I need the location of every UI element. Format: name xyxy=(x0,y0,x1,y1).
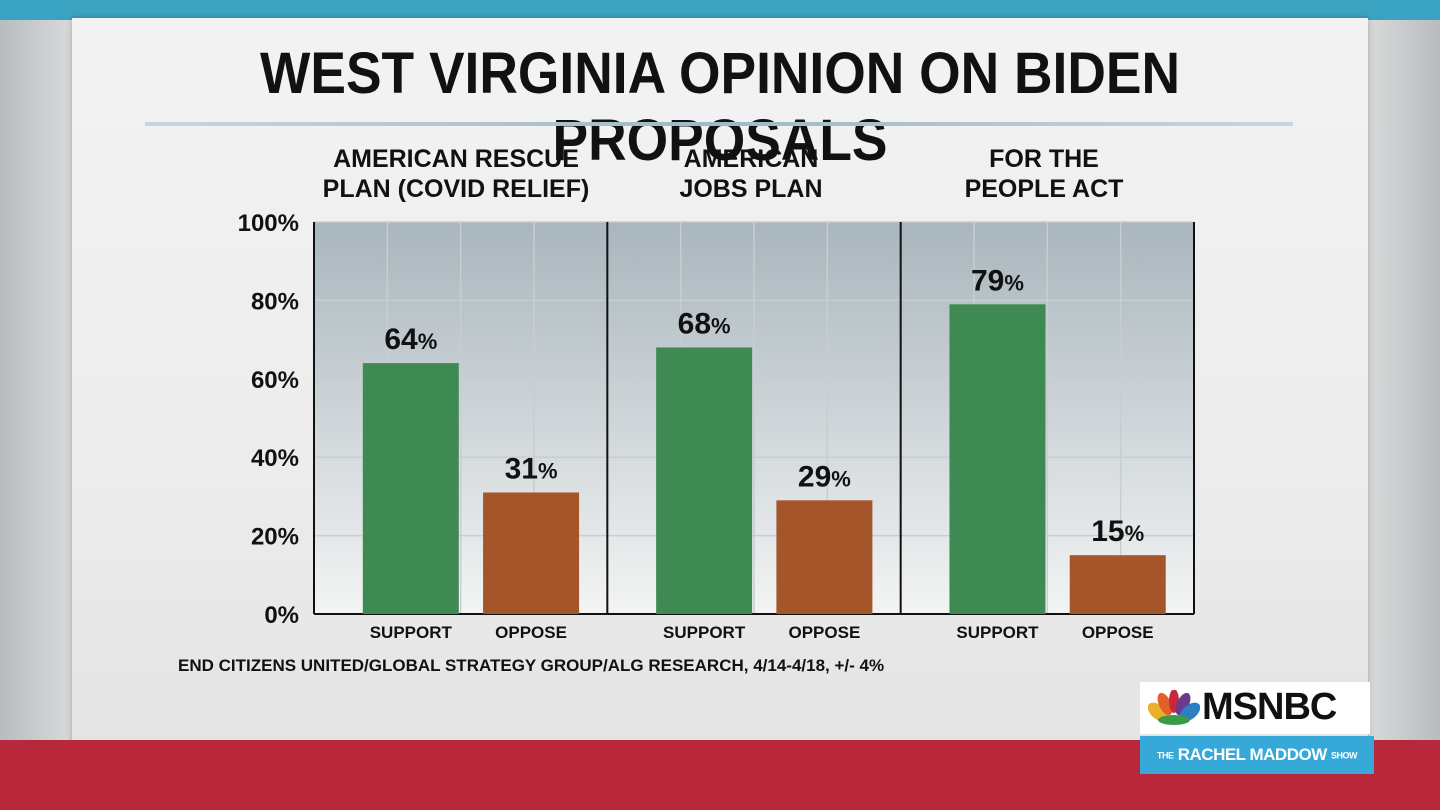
x-category-label: SUPPORT xyxy=(370,623,453,642)
oppose-bar xyxy=(1069,555,1166,614)
y-tick-label: 20% xyxy=(251,524,299,551)
chart-title: WEST VIRGINIA OPINION ON BIDEN PROPOSALS xyxy=(259,41,1181,173)
x-category-label: OPPOSE xyxy=(1082,623,1154,642)
x-category-label: SUPPORT xyxy=(663,623,746,642)
right-backdrop xyxy=(1368,20,1440,740)
show-suffix: SHOW xyxy=(1330,750,1358,761)
msnbc-wordmark: MSNBC xyxy=(1202,686,1337,728)
y-tick-label: 60% xyxy=(251,367,299,394)
oppose-bar xyxy=(776,500,873,614)
panel-title-2-line-2: JOBS PLAN xyxy=(679,175,823,203)
panel-title-3: FOR THE PEOPLE ACT xyxy=(896,144,1192,204)
y-tick-label: 100% xyxy=(238,210,299,237)
title-rule xyxy=(145,122,1293,126)
panel-title-3-line-2: PEOPLE ACT xyxy=(964,175,1124,203)
show-banner: THE RACHEL MADDOW SHOW xyxy=(1140,736,1374,774)
y-tick-label: 0% xyxy=(264,602,299,629)
panel-title-2-line-1: AMERICAN xyxy=(683,145,819,173)
x-category-label: OPPOSE xyxy=(788,623,860,642)
panel-title-1-line-1: AMERICAN RESCUE xyxy=(333,145,579,173)
support-bar xyxy=(362,363,459,614)
x-category-label: SUPPORT xyxy=(956,623,1039,642)
panel-title-3-line-1: FOR THE xyxy=(989,145,1099,173)
panel-title-1-line-2: PLAN (COVID RELIEF) xyxy=(322,175,590,203)
show-prefix: THE xyxy=(1157,750,1174,761)
y-tick-label: 80% xyxy=(251,288,299,315)
panel-title-2: AMERICAN JOBS PLAN xyxy=(603,144,899,204)
logo-top: MSNBC xyxy=(1140,682,1370,734)
support-bar xyxy=(656,347,753,614)
support-bar xyxy=(949,304,1046,614)
x-category-label: OPPOSE xyxy=(495,623,567,642)
source-note: END CITIZENS UNITED/GLOBAL STRATEGY GROU… xyxy=(178,656,885,675)
y-tick-label: 40% xyxy=(251,445,299,472)
bar-value-label: 15% xyxy=(1091,515,1144,548)
left-backdrop xyxy=(0,20,72,740)
msnbc-logo: MSNBC THE RACHEL MADDOW SHOW xyxy=(1140,682,1374,774)
oppose-bar xyxy=(483,492,580,614)
show-name: RACHEL MADDOW xyxy=(1177,745,1328,764)
bar-value-label: 29% xyxy=(798,460,851,493)
bar-value-label: 79% xyxy=(971,264,1024,297)
bar-value-label: 31% xyxy=(505,452,558,485)
bar-value-label: 64% xyxy=(384,323,437,356)
bar-value-label: 68% xyxy=(678,307,731,340)
panel-title-1: AMERICAN RESCUE PLAN (COVID RELIEF) xyxy=(308,144,604,204)
peacock-icon xyxy=(1148,690,1200,725)
